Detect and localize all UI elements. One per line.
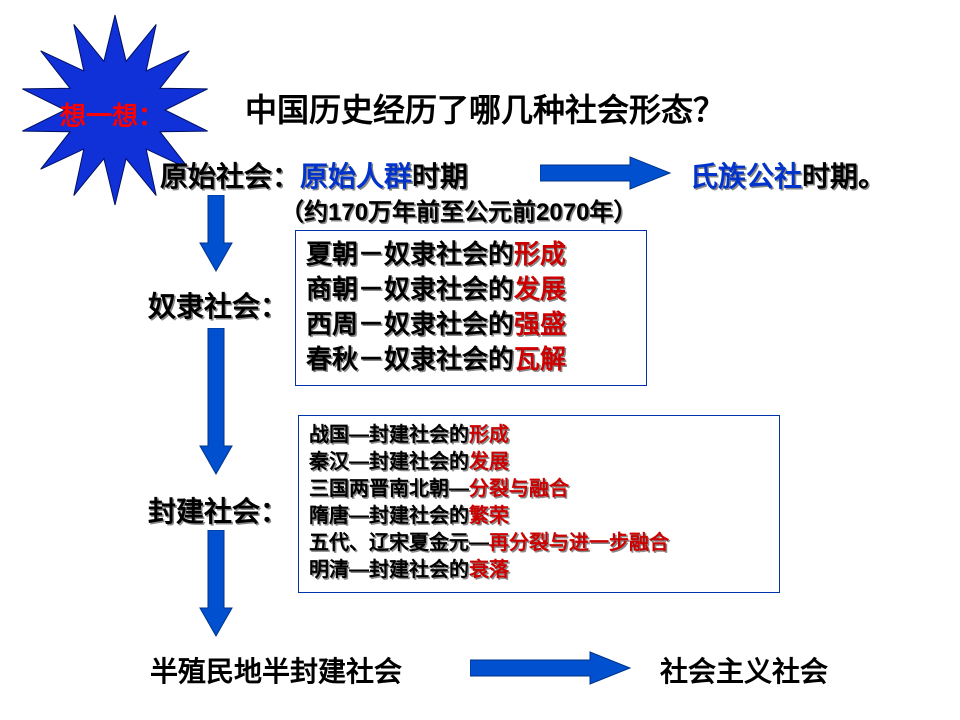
clan-blue: 氏族公社 [690,161,802,192]
clan-period: 氏族公社时期。 [690,155,886,195]
feudal-box-row: 秦汉—封建社会的发展 [309,449,769,476]
primitive-seg1-black: 时期 [412,161,468,192]
arrow-down-icon [198,530,234,640]
slave-society-box: 夏朝－奴隶社会的形成商朝－奴隶社会的发展西周－奴隶社会的强盛春秋－奴隶社会的瓦解 [295,230,647,386]
page-title: 中国历史经历了哪几种社会形态？ [245,85,725,131]
primitive-label: 原始社会： [160,161,300,192]
feudal-box-row: 明清—封建社会的衰落 [309,557,769,584]
socialist-label: 社会主义社会 [660,650,828,690]
clan-black: 时期。 [802,161,886,192]
slave-box-row: 西周－奴隶社会的强盛 [306,307,636,342]
slave-society-label: 奴隶社会： [148,285,288,325]
feudal-box-row: 隋唐—封建社会的繁荣 [309,503,769,530]
feudal-society-label: 封建社会： [148,490,288,530]
slave-box-row: 夏朝－奴隶社会的形成 [306,237,636,272]
slave-box-row: 商朝－奴隶社会的发展 [306,272,636,307]
arrow-right-icon [540,155,680,191]
feudal-box-row: 三国两晋南北朝—分裂与融合 [309,476,769,503]
primitive-society-row: 原始社会：原始人群时期 [160,155,468,195]
feudal-society-box: 战国—封建社会的形成秦汉—封建社会的发展三国两晋南北朝—分裂与融合隋唐—封建社会… [298,415,780,593]
feudal-box-row: 五代、辽宋夏金元—再分裂与进一步融合 [309,530,769,557]
primitive-seg1-blue: 原始人群 [300,161,412,192]
feudal-box-row: 战国—封建社会的形成 [309,422,769,449]
arrow-down-icon [198,195,234,275]
primitive-date-range: （约170万年前至公元前2070年） [280,192,637,227]
arrow-right-icon [470,650,640,686]
arrow-down-icon [198,328,234,478]
starburst-text: 想一想： [60,96,164,133]
semi-colonial-label: 半殖民地半封建社会 [150,650,402,690]
slave-box-row: 春秋－奴隶社会的瓦解 [306,342,636,377]
